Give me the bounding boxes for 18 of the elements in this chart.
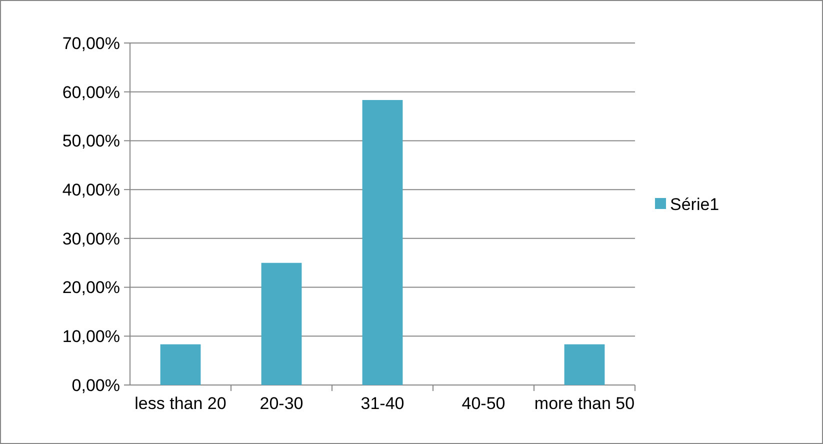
y-tick-label: 0,00% bbox=[72, 376, 120, 395]
bar bbox=[261, 262, 302, 385]
y-tick-label: 10,00% bbox=[62, 327, 120, 346]
y-tick-label: 50,00% bbox=[62, 132, 120, 151]
x-tick-label: 40-50 bbox=[462, 394, 506, 413]
bar bbox=[160, 344, 201, 385]
y-tick-label: 20,00% bbox=[62, 278, 120, 298]
y-tick-label: 40,00% bbox=[62, 180, 120, 200]
bar bbox=[564, 344, 605, 385]
y-tick-label: 30,00% bbox=[62, 229, 120, 248]
x-tick-label: 31-40 bbox=[360, 394, 404, 413]
x-tick-label: 20-30 bbox=[260, 394, 304, 413]
legend-label: Série1 bbox=[670, 194, 720, 214]
y-tick-label: 60,00% bbox=[62, 82, 120, 102]
bar bbox=[362, 100, 403, 385]
y-tick-label: 70,00% bbox=[62, 34, 120, 53]
x-tick-label: more than 50 bbox=[534, 394, 635, 413]
x-tick-label: less than 20 bbox=[134, 394, 226, 413]
